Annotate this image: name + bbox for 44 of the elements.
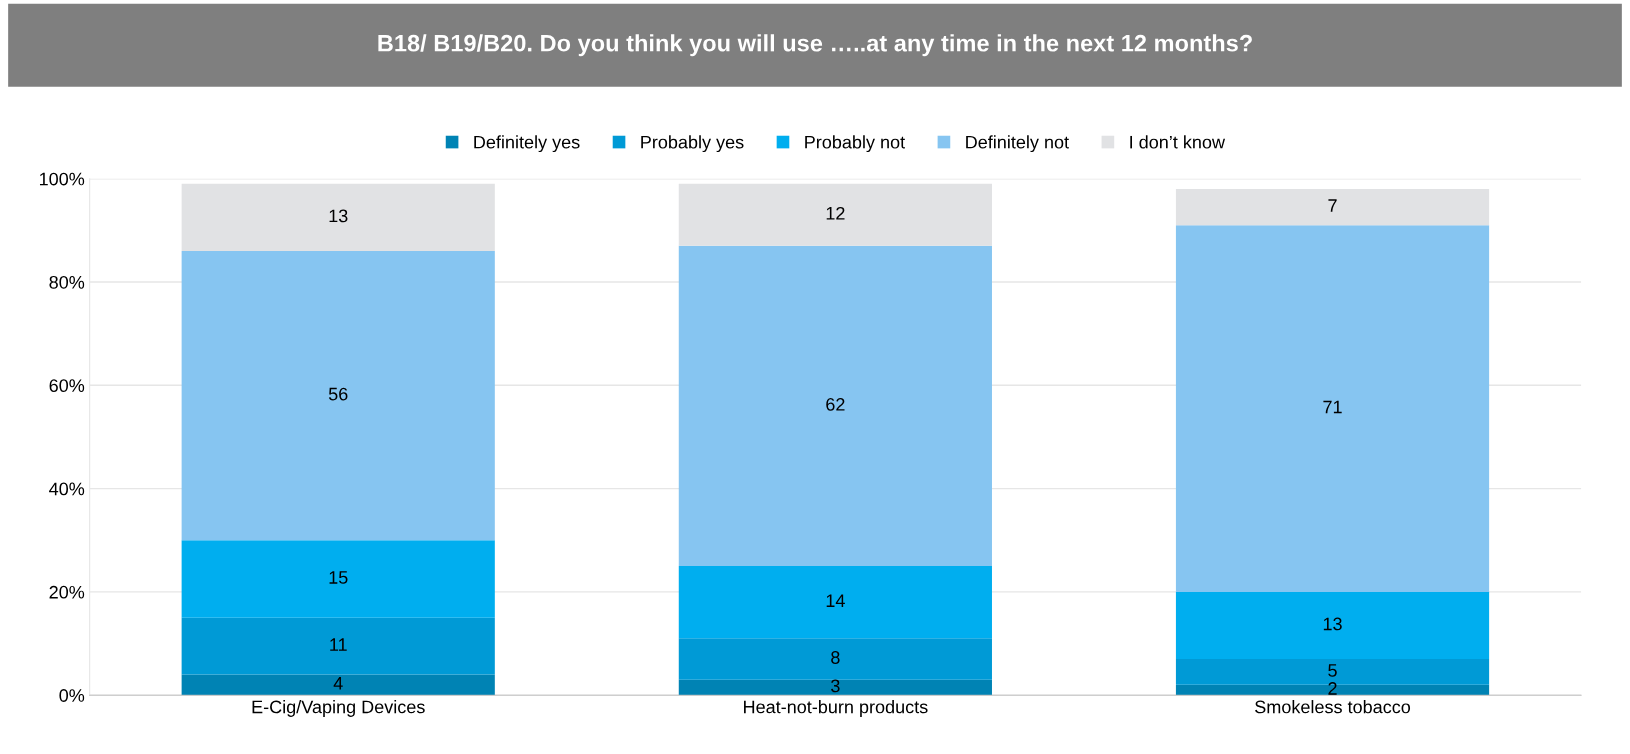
data-label: 14 bbox=[826, 594, 845, 607]
bar bbox=[678, 566, 992, 639]
chart-title: B18/ B19/B20. Do you think you will use …..at any time in the next 12 months? bbox=[378, 34, 1252, 57]
x-tick-label: Smokeless tobacco bbox=[1255, 700, 1411, 714]
bar bbox=[678, 183, 992, 246]
legend-label: Definitely yes bbox=[474, 135, 580, 153]
x-tick-label: E-Cig/Vaping Devices bbox=[252, 700, 425, 717]
data-label: 12 bbox=[826, 206, 845, 220]
bar bbox=[181, 251, 495, 541]
bar bbox=[181, 617, 495, 675]
y-tick-label: 100% bbox=[39, 172, 85, 186]
data-label: 13 bbox=[1323, 617, 1342, 631]
bar bbox=[181, 674, 495, 696]
y-tick-label: 0% bbox=[59, 689, 85, 702]
data-label: 56 bbox=[328, 387, 348, 401]
legend-label: Probably not bbox=[805, 135, 905, 153]
bar bbox=[678, 245, 992, 567]
data-label: 62 bbox=[826, 398, 845, 411]
data-label: 2 bbox=[1328, 682, 1337, 695]
bar bbox=[1175, 591, 1490, 660]
bar bbox=[181, 540, 495, 618]
bar bbox=[678, 638, 992, 680]
bar bbox=[181, 183, 495, 252]
data-label: 13 bbox=[329, 209, 348, 223]
data-label: 3 bbox=[831, 679, 840, 693]
bar bbox=[1175, 684, 1490, 696]
data-label: 15 bbox=[329, 571, 348, 584]
data-label: 4 bbox=[333, 677, 343, 690]
x-tick-label: Heat-not-burn products bbox=[744, 700, 928, 717]
y-tick-label: 80% bbox=[49, 275, 85, 289]
y-tick-label: 40% bbox=[49, 482, 85, 496]
data-label: 7 bbox=[1328, 199, 1337, 212]
y-tick-label: 60% bbox=[49, 379, 85, 393]
legend-label: Probably yes bbox=[641, 135, 744, 153]
bar bbox=[1175, 189, 1490, 226]
data-label: 71 bbox=[1323, 400, 1342, 414]
data-label: 8 bbox=[831, 651, 840, 664]
bar bbox=[678, 679, 992, 696]
legend-label: Definitely not bbox=[966, 135, 1069, 153]
bar bbox=[1175, 225, 1490, 592]
legend-label: I don’t know bbox=[1130, 135, 1226, 149]
data-label: 5 bbox=[1328, 664, 1337, 677]
y-tick-label: 20% bbox=[49, 585, 85, 599]
data-label: 11 bbox=[330, 638, 347, 651]
